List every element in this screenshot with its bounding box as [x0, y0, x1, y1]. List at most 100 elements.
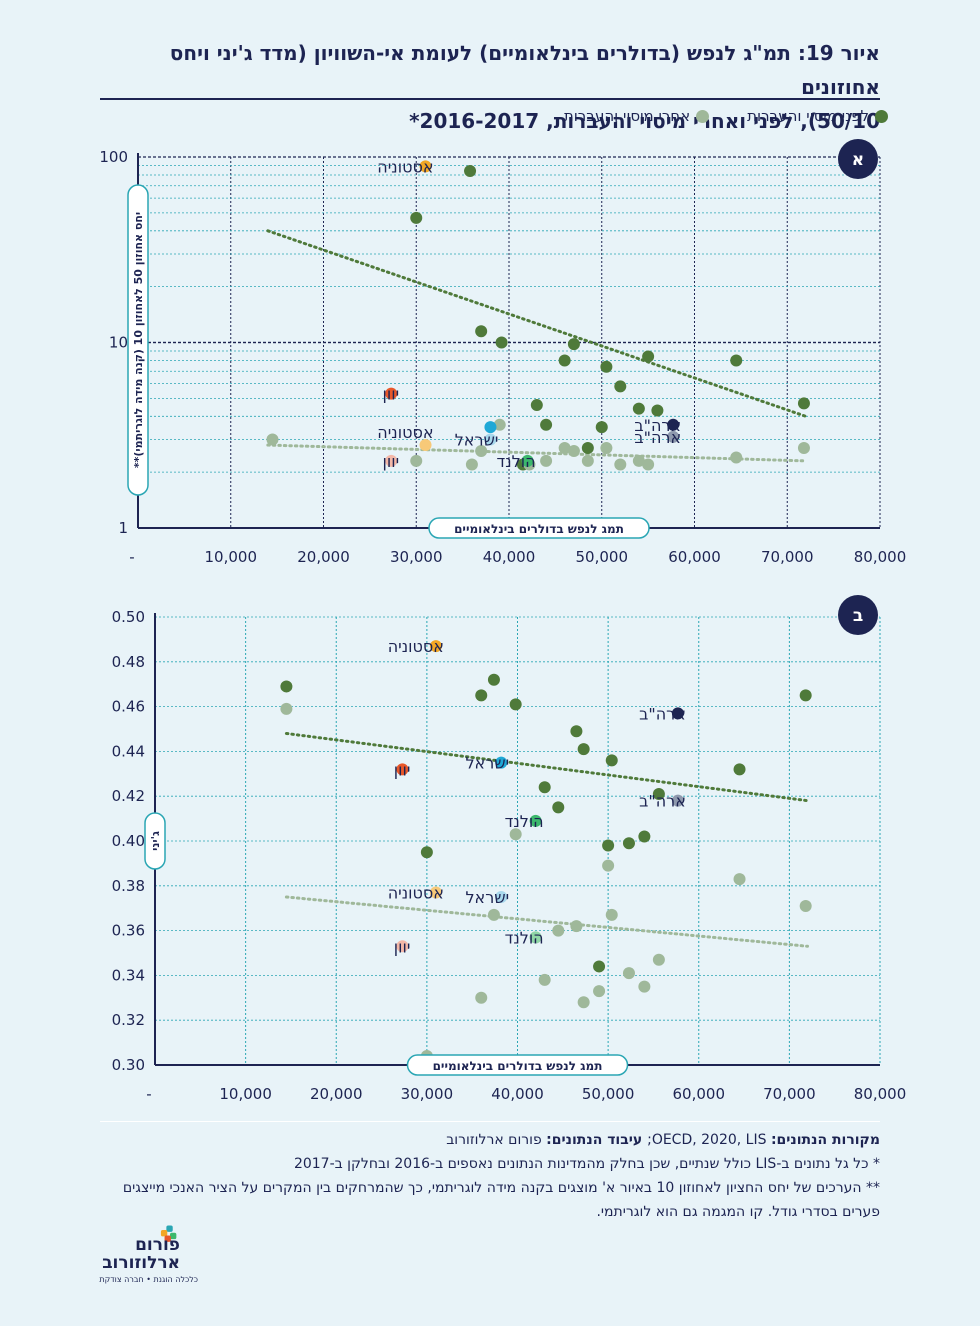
chart-b-point	[396, 940, 409, 953]
chart-b-point	[622, 967, 635, 980]
title-line-2: 50/10), לפני ואחרי מיסוי והעברות, 2016-2…	[409, 109, 880, 133]
chart-a-point	[410, 454, 423, 467]
title-rule	[100, 98, 880, 100]
chart-b-x-label: תמג לנפש בדולרים בינלאומיים	[433, 1059, 603, 1073]
legend-item-after: אחרי מיסוי והעברות	[563, 107, 710, 125]
chart-b-trend-after	[284, 895, 809, 948]
chart-a-point	[419, 439, 432, 452]
chart-b-point	[638, 830, 651, 843]
chart-b-y-tick-label: 0.38	[112, 877, 145, 895]
chart-a-y-tick-label: 100	[99, 148, 128, 166]
chart-b-point	[475, 689, 488, 702]
legend-label-after: אחרי מיסוי והעברות	[563, 107, 691, 125]
note-1: * כל גל נתונים ב-LIS כולל שנתיים, שכן בח…	[293, 1156, 880, 1172]
chart-b-country-label: ישראל	[465, 888, 509, 907]
chart-a-x-tick-label: 40,000	[483, 548, 536, 566]
chart-a-point	[475, 445, 488, 458]
chart-b-x-tick-label: 40,000	[491, 1085, 544, 1103]
chart-a-point	[632, 454, 645, 467]
chart-a-y-tick-label: 10	[109, 334, 128, 352]
chart-a-point	[464, 165, 477, 178]
chart-b-point	[552, 924, 565, 937]
chart-b-point	[733, 763, 746, 776]
chart-b-y-tick-label: 0.50	[112, 608, 145, 626]
legend: לפני מיסוי והעברות אחרי מיסוי והעברות	[564, 107, 888, 125]
chart-a-point	[614, 380, 627, 393]
chart-b-y-tick-label: 0.46	[112, 698, 145, 716]
chart-a-point	[385, 387, 398, 400]
chart-a-point	[385, 454, 398, 467]
logo-mark	[160, 1225, 177, 1242]
chart-a-point	[530, 399, 543, 412]
chart-b-point	[495, 756, 508, 769]
chart-a-x-tick-label: 80,000	[854, 548, 907, 566]
chart-a-x-tick-label: -	[129, 548, 134, 566]
chart-b-y-tick-label: 0.40	[112, 832, 145, 850]
chart-b-country-label: אסטוניה	[388, 884, 444, 903]
chart-a-point	[540, 454, 553, 467]
chart-b-point	[429, 886, 442, 899]
chart-a-point	[567, 338, 580, 351]
processing-label: עיבוד הנתונים:	[546, 1132, 648, 1148]
chart-b-point	[622, 837, 635, 850]
chart-b-y-tick-label: 0.34	[112, 966, 145, 984]
chart-a-point	[614, 458, 627, 471]
chart-a-point	[567, 445, 580, 458]
chart-a-x-label-pill	[428, 517, 650, 539]
chart-b-point	[605, 754, 618, 767]
chart-a-point	[730, 451, 743, 464]
chart-a-trend-after	[266, 443, 808, 463]
chart-a-y-label: יחס אחוזון 50 לאחוזון 10 (קנה מידה לוגרי…	[132, 212, 145, 468]
note-2: ** הערכים של יחס החציון לאחוזון 10 באיור…	[122, 1180, 880, 1220]
chart-a-country-label: ישראל	[455, 430, 499, 449]
chart-a-point	[667, 430, 680, 443]
chart-a-point	[266, 433, 279, 446]
chart-b-point	[799, 899, 812, 912]
chart-b-point	[570, 725, 583, 738]
chart-a-x-tick-label: 70,000	[761, 548, 814, 566]
processing-text: פורום ארלוזורוב	[446, 1132, 547, 1148]
title-line-1: איור 19: תמ"ג לנפש (בדולרים בינלאומיים) …	[169, 41, 880, 99]
chart-a-point	[632, 402, 645, 415]
sources-label: מקורות הנתונים:	[770, 1132, 880, 1148]
legend-dot-before	[875, 109, 888, 123]
chart-a-point	[581, 441, 594, 454]
chart-b-point	[671, 707, 684, 720]
chart-b-point	[577, 996, 590, 1009]
chart-b-point	[799, 689, 812, 702]
chart-a-x-tick-label: 30,000	[390, 548, 443, 566]
chart-a-country-label: אסטוניה	[377, 157, 433, 176]
chart-b-point	[671, 794, 684, 807]
chart-a-point	[595, 421, 608, 434]
chart-a-point	[410, 211, 423, 224]
chart-b-point	[602, 859, 615, 872]
legend-item-before: לפני מיסוי והעברות	[747, 107, 888, 125]
chart-a-point	[651, 404, 664, 417]
chart-b-point	[529, 814, 542, 827]
chart-b-x-tick-label: -	[146, 1085, 151, 1103]
chart-a-point	[493, 418, 506, 431]
chart-b-point	[552, 801, 565, 814]
chart-b-x-label-pill	[406, 1054, 629, 1076]
chart-b-point	[487, 908, 500, 921]
chart-b-point	[570, 920, 583, 933]
chart-b-point	[280, 680, 293, 693]
chart-b-point	[396, 763, 409, 776]
chart-a-point	[642, 350, 655, 363]
chart-b-point	[652, 787, 665, 800]
chart-b-point	[509, 828, 522, 841]
chart-a-badge	[838, 139, 878, 179]
chart-b-point	[475, 991, 488, 1004]
chart-a-x-tick-label: 60,000	[668, 548, 721, 566]
notes: מקורות הנתונים: OECD, 2020, LIS; עיבוד ה…	[100, 1128, 880, 1224]
chart-b-point	[593, 960, 606, 973]
chart-a-point	[797, 441, 810, 454]
chart-b-y-tick-label: 0.30	[112, 1056, 145, 1074]
chart-b-x-tick-label: 80,000	[854, 1085, 907, 1103]
chart-a-point	[521, 454, 534, 467]
chart-b-x-tick-label: 30,000	[401, 1085, 454, 1103]
chart-a-trend-before	[266, 229, 808, 418]
chart-a-point	[730, 354, 743, 367]
chart-a-country-label: יוון	[383, 452, 400, 471]
